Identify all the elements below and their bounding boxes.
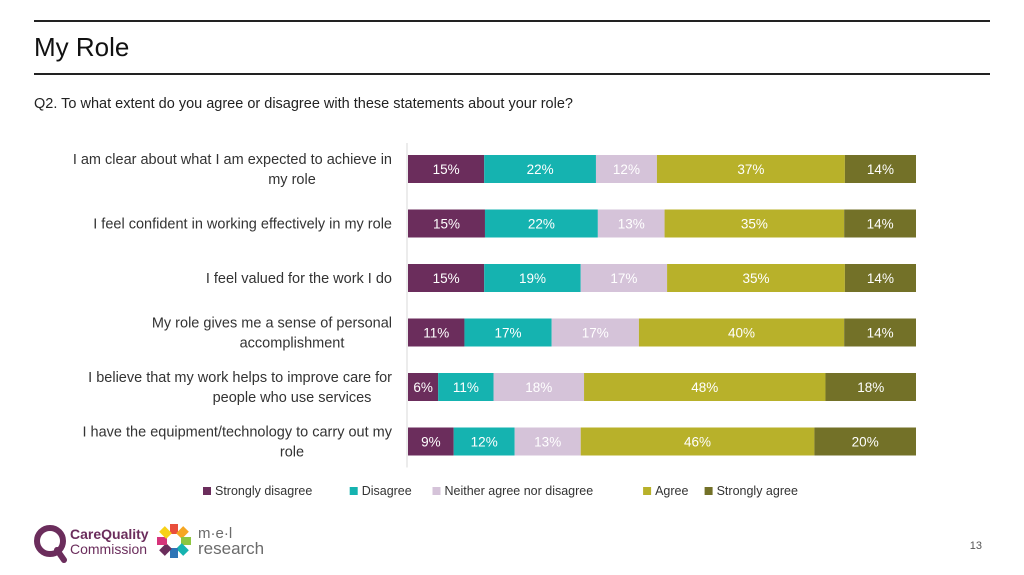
data-label: 12% xyxy=(471,435,498,450)
data-label: 18% xyxy=(857,380,884,395)
data-label: 22% xyxy=(527,162,554,177)
bar-segment xyxy=(484,264,581,292)
data-label: 17% xyxy=(582,326,609,341)
legend-label: Neither agree nor disagree xyxy=(445,484,594,498)
bar-segment xyxy=(408,373,439,401)
data-label: 48% xyxy=(691,380,718,395)
legend-swatch xyxy=(643,487,652,495)
data-label: 14% xyxy=(867,217,894,232)
legend-swatch xyxy=(432,487,441,495)
bar-segment xyxy=(584,373,826,401)
category-label: I believe that my work helps to improve … xyxy=(88,370,392,386)
bar-segment xyxy=(664,209,845,238)
question-text: Q2. To what extent do you agree or disag… xyxy=(34,96,573,112)
data-label: 6% xyxy=(413,380,433,395)
bar-segment xyxy=(844,209,916,238)
legend-swatch xyxy=(704,487,713,495)
data-label: 22% xyxy=(528,217,555,232)
title-underline xyxy=(34,73,990,75)
legend-label: Agree xyxy=(655,484,688,498)
data-label: 19% xyxy=(519,271,546,286)
data-label: 37% xyxy=(737,162,764,177)
data-label: 14% xyxy=(867,162,894,177)
data-label: 13% xyxy=(618,217,645,232)
bar-segment xyxy=(408,155,485,183)
legend-swatch xyxy=(349,487,358,495)
bar-segment xyxy=(551,318,639,347)
data-label: 12% xyxy=(613,162,640,177)
care-quality-commission-logo: CareQuality Commission xyxy=(34,525,149,563)
data-label: 46% xyxy=(684,435,711,450)
bar-segment xyxy=(844,264,916,292)
category-label: people who use services xyxy=(213,390,372,406)
top-rule xyxy=(34,20,990,22)
data-label: 17% xyxy=(610,271,637,286)
cqc-logo-line2: Commission xyxy=(70,541,147,557)
category-label: accomplishment xyxy=(240,336,345,352)
data-label: 20% xyxy=(852,435,879,450)
bar-segment xyxy=(408,427,454,456)
data-label: 9% xyxy=(421,435,441,450)
page-number: 13 xyxy=(969,540,982,552)
bar-segment xyxy=(408,264,485,292)
bar-segment xyxy=(514,427,581,456)
bar-segment xyxy=(453,427,515,456)
data-label: 17% xyxy=(495,326,522,341)
bar-segment xyxy=(825,373,916,401)
category-label: I am clear about what I am expected to a… xyxy=(73,152,392,168)
legend-label: Strongly agree xyxy=(717,484,798,498)
data-label: 18% xyxy=(525,380,552,395)
data-label: 15% xyxy=(433,162,460,177)
cqc-logo-line1: CareQuality xyxy=(70,526,149,542)
data-label: 13% xyxy=(534,435,561,450)
data-label: 40% xyxy=(728,326,755,341)
bar-segment xyxy=(484,209,598,238)
data-label: 15% xyxy=(433,271,460,286)
legend-label: Strongly disagree xyxy=(215,484,312,498)
bar-segment xyxy=(464,318,552,347)
category-label: I have the equipment/technology to carry… xyxy=(82,425,392,441)
bar-segment xyxy=(580,427,815,456)
legend-swatch xyxy=(203,487,211,495)
category-label: My role gives me a sense of personal xyxy=(152,316,392,332)
bar-segment xyxy=(844,318,916,347)
bar-segment xyxy=(484,155,596,183)
legend-label: Disagree xyxy=(362,484,412,498)
bar-segment xyxy=(408,318,465,347)
page-title: My Role xyxy=(34,32,130,62)
category-label: role xyxy=(280,445,304,461)
bar-segment xyxy=(493,373,585,401)
mel-flower-icon xyxy=(157,524,191,558)
data-label: 11% xyxy=(423,326,449,341)
bar-segment xyxy=(438,373,494,401)
category-label: I feel valued for the work I do xyxy=(206,271,392,287)
mel-research-logo: m·e·l research xyxy=(157,524,264,558)
data-label: 35% xyxy=(741,217,768,232)
mel-logo-line1: m·e·l xyxy=(198,525,232,542)
bar-segment xyxy=(667,264,845,292)
data-label: 15% xyxy=(433,217,460,232)
data-label: 14% xyxy=(867,271,894,286)
mel-logo-line2: research xyxy=(198,539,264,558)
stacked-bar-chart: I am clear about what I am expected to a… xyxy=(73,143,916,498)
data-label: 14% xyxy=(867,326,894,341)
bar-segment xyxy=(597,209,665,238)
data-label: 35% xyxy=(742,271,769,286)
bar-segment xyxy=(408,209,485,238)
bar-segment xyxy=(844,155,916,183)
bar-segment xyxy=(638,318,845,347)
cqc-q-mark xyxy=(34,525,66,557)
bar-segment xyxy=(814,427,916,456)
bar-segment xyxy=(595,155,657,183)
bar-segment xyxy=(580,264,668,292)
bar-segment xyxy=(656,155,845,183)
category-label: I feel confident in working effectively … xyxy=(93,217,392,233)
cqc-q-tail xyxy=(54,547,67,563)
category-label: my role xyxy=(268,172,316,188)
data-label: 11% xyxy=(453,380,479,395)
